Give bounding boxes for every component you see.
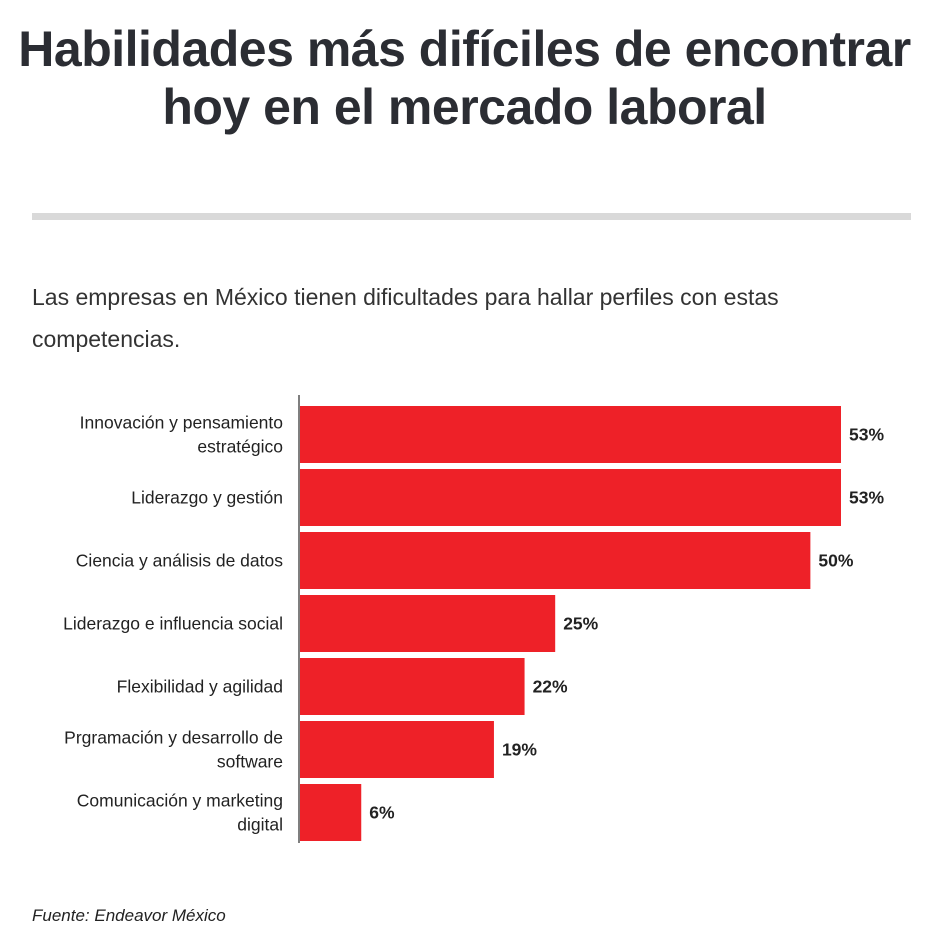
category-label-2-line-0: Ciencia y análisis de datos	[76, 551, 283, 571]
bar-1	[300, 469, 841, 526]
bar-chart: 53% Innovación y pensamiento estratégico 53…	[0, 395, 929, 865]
category-label-1: Liderazgo y gestión	[131, 488, 283, 508]
category-label-5-line-1: software	[217, 752, 283, 772]
value-label-3: 25%	[563, 614, 598, 634]
bar-2	[300, 532, 811, 589]
category-label-5-line-0: Prgramación y desarrollo de	[64, 728, 283, 748]
category-label-6-line-0: Comunicación y marketing	[77, 791, 283, 811]
value-label-4: 22%	[533, 677, 568, 697]
chart-subtitle: Las empresas en México tienen dificultad…	[32, 284, 779, 352]
bar-chart-svg: 53% Innovación y pensamiento estratégico 53…	[63, 395, 884, 843]
category-label-1-line-0: Liderazgo y gestión	[131, 488, 283, 508]
value-label-2: 50%	[818, 551, 853, 571]
value-label-1: 53%	[849, 488, 884, 508]
category-label-4: Flexibilidad y agilidad	[117, 677, 283, 697]
category-label-5: Prgramación y desarrollo de software	[64, 728, 283, 772]
bar-0	[300, 406, 841, 463]
category-label-3-line-0: Liderazgo e influencia social	[63, 614, 283, 634]
category-label-0-line-1: estratégico	[197, 437, 283, 457]
category-label-6: Comunicación y marketing digital	[77, 791, 283, 835]
category-label-6-line-1: digital	[237, 815, 283, 835]
title-divider	[32, 213, 911, 220]
value-label-0: 53%	[849, 425, 884, 445]
bar-6	[300, 784, 362, 841]
source-note: Fuente: Endeavor México	[32, 906, 226, 925]
bar-5	[300, 721, 494, 778]
category-label-0: Innovación y pensamiento estratégico	[80, 413, 283, 457]
category-label-4-line-0: Flexibilidad y agilidad	[117, 677, 283, 697]
value-label-6: 6%	[369, 803, 395, 823]
bar-4	[300, 658, 525, 715]
value-label-5: 19%	[502, 740, 537, 760]
category-label-3: Liderazgo e influencia social	[63, 614, 283, 634]
chart-title: Habilidades más difíciles de encontrar h…	[18, 21, 911, 135]
category-label-0-line-0: Innovación y pensamiento	[80, 413, 283, 433]
bar-3	[300, 595, 556, 652]
category-label-2: Ciencia y análisis de datos	[76, 551, 283, 571]
